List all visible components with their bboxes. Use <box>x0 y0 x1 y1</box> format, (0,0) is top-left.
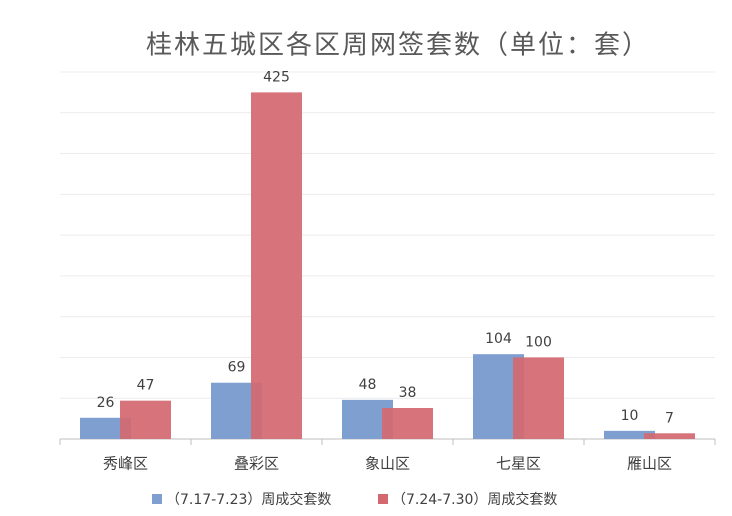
value-label: 425 <box>263 69 290 85</box>
value-label: 48 <box>359 377 377 393</box>
bar <box>251 92 302 439</box>
bar <box>513 357 564 439</box>
value-label: 7 <box>665 410 674 426</box>
x-tick-label: 七星区 <box>496 455 541 473</box>
chart-title: 桂林五城区各区周网签套数（单位：套） <box>146 31 650 61</box>
x-tick-label: 秀峰区 <box>103 455 148 473</box>
bar <box>120 400 171 439</box>
value-label: 47 <box>137 378 155 394</box>
x-tick-label: 叠彩区 <box>234 455 279 473</box>
value-label: 100 <box>525 334 552 350</box>
bar <box>604 430 655 439</box>
value-label: 10 <box>621 408 639 424</box>
x-tick-label: 雁山区 <box>627 455 672 473</box>
value-label: 104 <box>485 331 512 347</box>
bar <box>382 408 433 439</box>
value-label: 69 <box>228 360 246 376</box>
x-tick-label: 象山区 <box>365 455 410 473</box>
legend-label: （7.17-7.23）周成交套数 <box>166 491 331 508</box>
legend-swatch <box>152 494 162 504</box>
value-label: 26 <box>97 395 115 411</box>
value-label: 38 <box>399 385 417 401</box>
legend-label: （7.24-7.30）周成交套数 <box>392 491 557 508</box>
bar <box>80 417 131 439</box>
bar <box>644 433 695 439</box>
legend-swatch <box>378 494 388 504</box>
